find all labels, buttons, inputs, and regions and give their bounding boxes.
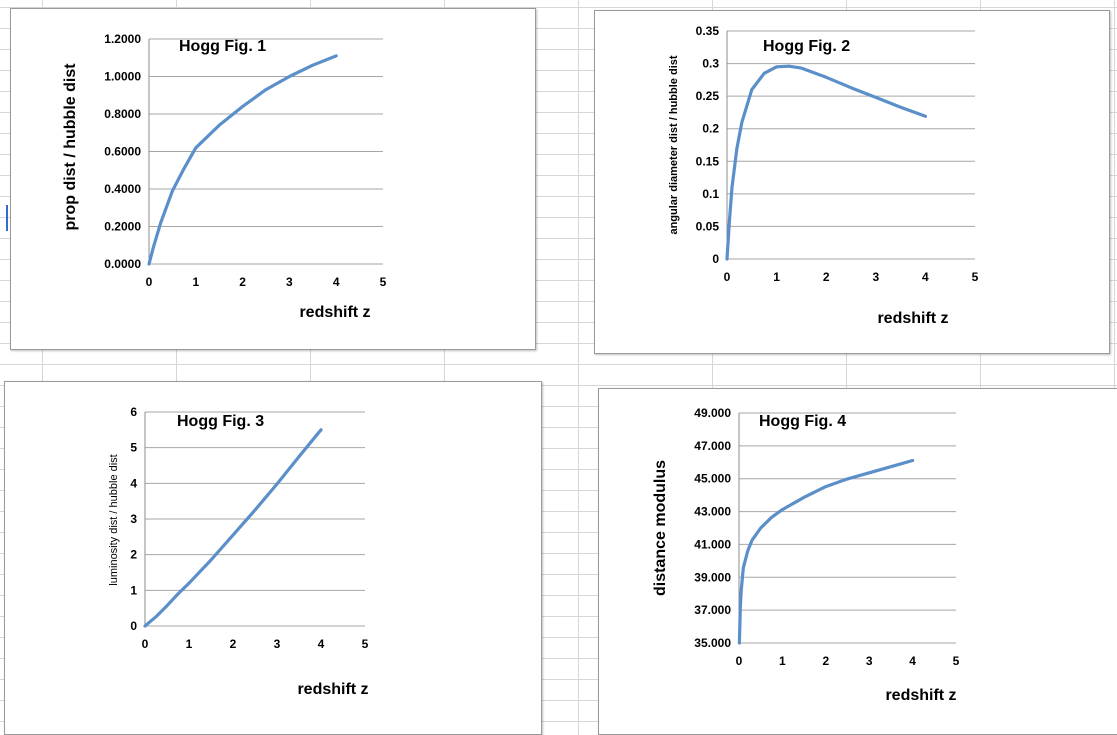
x-axis-label: redshift z [885,687,956,704]
chart-svg-fig4: 35.000 37.000 39.000 41.000 43.000 45.000 47.0… [652,406,960,704]
y-tick-label: 47.000 [694,439,731,453]
y-tick-label: 5 [130,441,137,455]
tick-labels: 0 1 2 3 4 5 6 0 1 2 3 4 5 [130,405,368,651]
x-tick-label: 5 [380,275,387,289]
y-tick-label: 0.2000 [104,220,141,234]
x-tick-label: 2 [822,654,829,668]
y-tick-label: 39.000 [694,570,731,584]
gridlines [738,412,956,644]
y-tick-label: 0.4000 [104,182,141,196]
x-tick-label: 0 [142,637,149,651]
x-tick-label: 0 [146,275,153,289]
x-tick-label: 4 [318,637,325,651]
y-axis-label: distance modulus [652,460,669,596]
y-tick-label: 1.2000 [104,32,141,46]
x-tick-label: 3 [866,654,873,668]
y-tick-label: 6 [130,405,137,419]
y-tick-label: 3 [130,512,137,526]
y-tick-label: 0.8000 [104,107,141,121]
chart-svg-fig1: 0.0000 0.2000 0.4000 0.6000 0.8000 1.0000 1.20… [62,32,387,321]
x-tick-label: 3 [286,275,293,289]
x-tick-label: 5 [953,654,960,668]
y-tick-label: 35.000 [694,636,731,650]
series-line-layer [147,54,338,266]
x-tick-label: 1 [192,275,199,289]
y-tick-label: 0.1 [702,187,719,201]
chart-panel-fig1[interactable]: 0.0000 0.2000 0.4000 0.6000 0.8000 1.0000 1.20… [10,8,536,350]
chart-title: Hogg Fig. 4 [759,413,846,430]
gridlines [726,30,975,260]
x-tick-label: 5 [362,637,369,651]
y-tick-label: 0.35 [696,24,720,38]
y-axis-label: luminosity dist / hubble dist [108,454,120,585]
y-tick-label: 0 [712,252,719,266]
series-line [143,428,323,628]
y-tick-label: 0.6000 [104,145,141,159]
series-line [725,64,927,261]
x-tick-label: 4 [922,270,929,284]
chart-svg-fig2: 0 0.05 0.1 0.15 0.2 0.25 0.3 0.35 0 1 2 3 4 5 Hogg Fi… [668,24,979,327]
chart-title: Hogg Fig. 2 [763,38,850,55]
x-tick-label: 4 [909,654,916,668]
y-tick-label: 43.000 [694,505,731,519]
chart-svg-fig3: 0 1 2 3 4 5 6 0 1 2 3 4 5 Hogg Fig. 3 redshift z lum… [108,405,369,698]
series-line-layer [143,428,323,628]
x-axis-label: redshift z [299,304,370,321]
y-tick-label: 0.0000 [104,257,141,271]
y-tick-label: 45.000 [694,472,731,486]
y-tick-label: 0.25 [696,89,720,103]
y-tick-label: 49.000 [694,406,731,420]
y-tick-label: 1.0000 [104,70,141,84]
y-tick-label: 37.000 [694,603,731,617]
x-tick-label: 3 [274,637,281,651]
x-tick-label: 2 [239,275,246,289]
x-tick-label: 2 [230,637,237,651]
tick-labels: 0.0000 0.2000 0.4000 0.6000 0.8000 1.0000 1.20… [104,32,386,289]
y-tick-label: 1 [130,583,137,597]
tick-labels: 0 0.05 0.1 0.15 0.2 0.25 0.3 0.35 0 1 2 3 4 5 [696,24,979,284]
y-tick-label: 0.05 [696,219,720,233]
gridlines [148,38,383,265]
x-tick-label: 4 [333,275,340,289]
y-tick-label: 4 [130,476,137,490]
y-tick-label: 0 [130,619,137,633]
chart-panel-fig2[interactable]: 0 0.05 0.1 0.15 0.2 0.25 0.3 0.35 0 1 2 3 4 5 Hogg Fi… [594,10,1110,354]
chart-panel-fig4[interactable]: 35.000 37.000 39.000 41.000 43.000 45.000 47.0… [598,388,1117,735]
x-tick-label: 0 [724,270,731,284]
x-tick-label: 1 [186,637,193,651]
series-line-layer [737,458,915,645]
series-line-layer [725,64,927,261]
y-tick-label: 0.3 [702,57,719,71]
tick-labels: 35.000 37.000 39.000 41.000 43.000 45.000 47.0… [694,406,959,668]
x-axis-label: redshift z [877,310,948,327]
x-tick-label: 3 [872,270,879,284]
cell-selection-marker [6,205,8,231]
y-tick-label: 41.000 [694,537,731,551]
x-tick-label: 0 [736,654,743,668]
chart-panel-fig3[interactable]: 0 1 2 3 4 5 6 0 1 2 3 4 5 Hogg Fig. 3 redshift z lum… [4,381,542,735]
x-tick-label: 1 [773,270,780,284]
y-axis-label: angular diameter dist / hubble dist [668,55,680,234]
x-axis-label: redshift z [297,681,368,698]
x-tick-label: 5 [972,270,979,284]
y-tick-label: 0.2 [702,122,719,136]
y-tick-label: 0.15 [696,154,720,168]
x-tick-label: 1 [779,654,786,668]
series-line [737,458,915,645]
y-axis-label: prop dist / hubble dist [62,63,79,231]
series-line [147,54,338,266]
chart-title: Hogg Fig. 1 [179,38,266,55]
chart-title: Hogg Fig. 3 [177,413,264,430]
y-tick-label: 2 [130,548,137,562]
x-tick-label: 2 [823,270,830,284]
